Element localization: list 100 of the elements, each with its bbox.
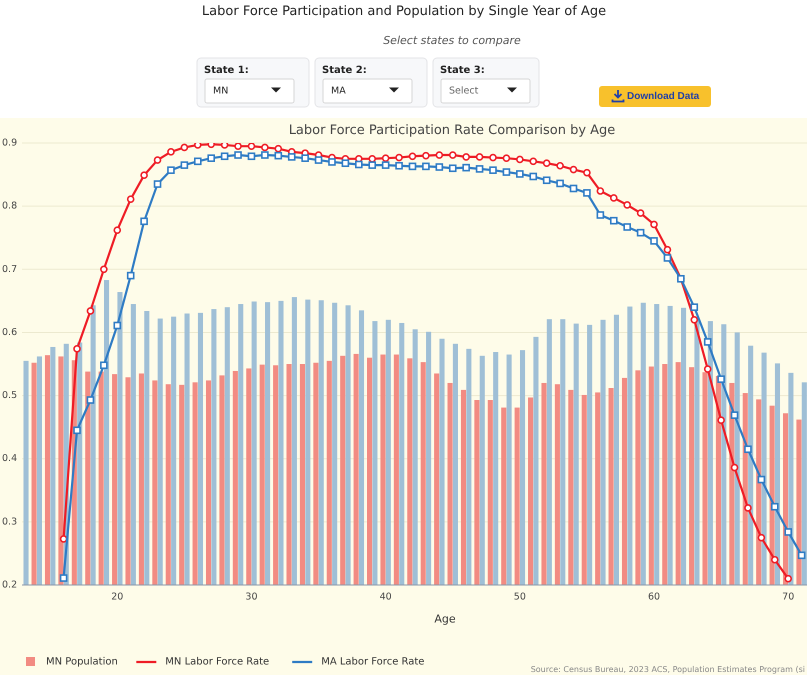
point bbox=[596, 187, 604, 195]
point bbox=[784, 528, 792, 536]
point bbox=[234, 151, 242, 159]
point bbox=[664, 254, 672, 262]
point bbox=[516, 156, 524, 164]
point bbox=[529, 172, 538, 180]
text: Select states to compare bbox=[383, 34, 522, 47]
point bbox=[798, 552, 806, 560]
point bbox=[758, 534, 766, 542]
text: State 1: bbox=[204, 65, 249, 76]
point bbox=[248, 143, 256, 150]
point bbox=[717, 375, 725, 383]
point bbox=[234, 143, 242, 150]
point bbox=[583, 168, 591, 176]
point bbox=[529, 158, 538, 166]
point bbox=[623, 201, 631, 209]
x-tick-label: 70 bbox=[782, 592, 794, 602]
point bbox=[100, 361, 108, 370]
point bbox=[86, 396, 94, 404]
point bbox=[126, 195, 134, 204]
point bbox=[596, 211, 604, 219]
point bbox=[194, 143, 202, 149]
point bbox=[422, 162, 430, 170]
legend-label: MN Population bbox=[46, 656, 118, 668]
point bbox=[180, 144, 188, 152]
point bbox=[382, 154, 390, 162]
point bbox=[86, 307, 94, 315]
point bbox=[744, 445, 752, 454]
x-tick-label: 50 bbox=[514, 592, 526, 602]
point bbox=[154, 180, 162, 188]
point bbox=[516, 170, 524, 178]
point bbox=[436, 151, 444, 159]
point bbox=[395, 154, 403, 162]
point bbox=[395, 162, 403, 170]
point bbox=[368, 161, 376, 169]
point bbox=[704, 365, 712, 373]
text: Labor Force Participation and Population by Single Year of Age bbox=[202, 4, 606, 19]
point bbox=[542, 176, 550, 184]
y-tick-label: 0.9 bbox=[2, 138, 18, 149]
point bbox=[167, 166, 175, 174]
point bbox=[248, 152, 256, 160]
point bbox=[730, 464, 738, 472]
point bbox=[556, 162, 564, 170]
point bbox=[489, 166, 497, 174]
point bbox=[288, 153, 296, 161]
x-tick-label: 30 bbox=[245, 592, 258, 602]
x-tick-label: 60 bbox=[648, 592, 660, 602]
y-tick-label: 0.7 bbox=[2, 264, 18, 275]
point bbox=[73, 345, 81, 353]
point bbox=[194, 158, 202, 166]
point bbox=[476, 165, 484, 173]
point bbox=[690, 303, 698, 311]
point bbox=[448, 151, 457, 159]
text: Select bbox=[449, 86, 479, 96]
chart-title: Labor Force Participation Rate Comparison by Age bbox=[288, 123, 616, 138]
point bbox=[502, 168, 510, 176]
point bbox=[542, 159, 550, 168]
source-note: Source: Census Bureau, 2023 ACS, Population Estimates Program (si bbox=[530, 665, 805, 674]
text: Download Data bbox=[627, 91, 700, 102]
point bbox=[784, 574, 792, 582]
point bbox=[770, 502, 779, 511]
point bbox=[422, 152, 430, 160]
point bbox=[342, 159, 350, 168]
point bbox=[476, 153, 484, 161]
point bbox=[261, 151, 269, 159]
point bbox=[100, 266, 108, 274]
point bbox=[650, 237, 658, 245]
point bbox=[140, 171, 148, 180]
point bbox=[489, 154, 497, 162]
point bbox=[664, 246, 672, 254]
point bbox=[583, 189, 591, 197]
point bbox=[220, 143, 228, 149]
legend-label: MA Labor Force Rate bbox=[321, 656, 424, 668]
point bbox=[636, 228, 644, 236]
point bbox=[610, 194, 618, 202]
point bbox=[462, 164, 470, 172]
x-axis-title: Age bbox=[434, 612, 456, 626]
y-tick-label: 0.8 bbox=[2, 200, 18, 212]
point bbox=[73, 426, 81, 434]
y-tick-label: 0.4 bbox=[2, 453, 18, 464]
point bbox=[220, 152, 228, 160]
point bbox=[154, 156, 162, 164]
point bbox=[448, 164, 457, 172]
text: State 2: bbox=[322, 65, 367, 76]
point bbox=[355, 160, 363, 168]
point bbox=[301, 154, 309, 162]
point bbox=[207, 154, 216, 162]
point bbox=[436, 163, 444, 171]
point bbox=[556, 180, 564, 188]
point bbox=[328, 158, 336, 166]
point bbox=[462, 153, 470, 161]
point bbox=[261, 144, 269, 152]
point bbox=[180, 161, 188, 169]
point bbox=[730, 411, 738, 419]
point bbox=[274, 152, 282, 160]
point bbox=[690, 316, 698, 324]
legend-label: MN Labor Force Rate bbox=[165, 656, 270, 668]
y-tick-label: 0.3 bbox=[2, 516, 18, 528]
point bbox=[126, 272, 134, 280]
point bbox=[274, 144, 282, 153]
